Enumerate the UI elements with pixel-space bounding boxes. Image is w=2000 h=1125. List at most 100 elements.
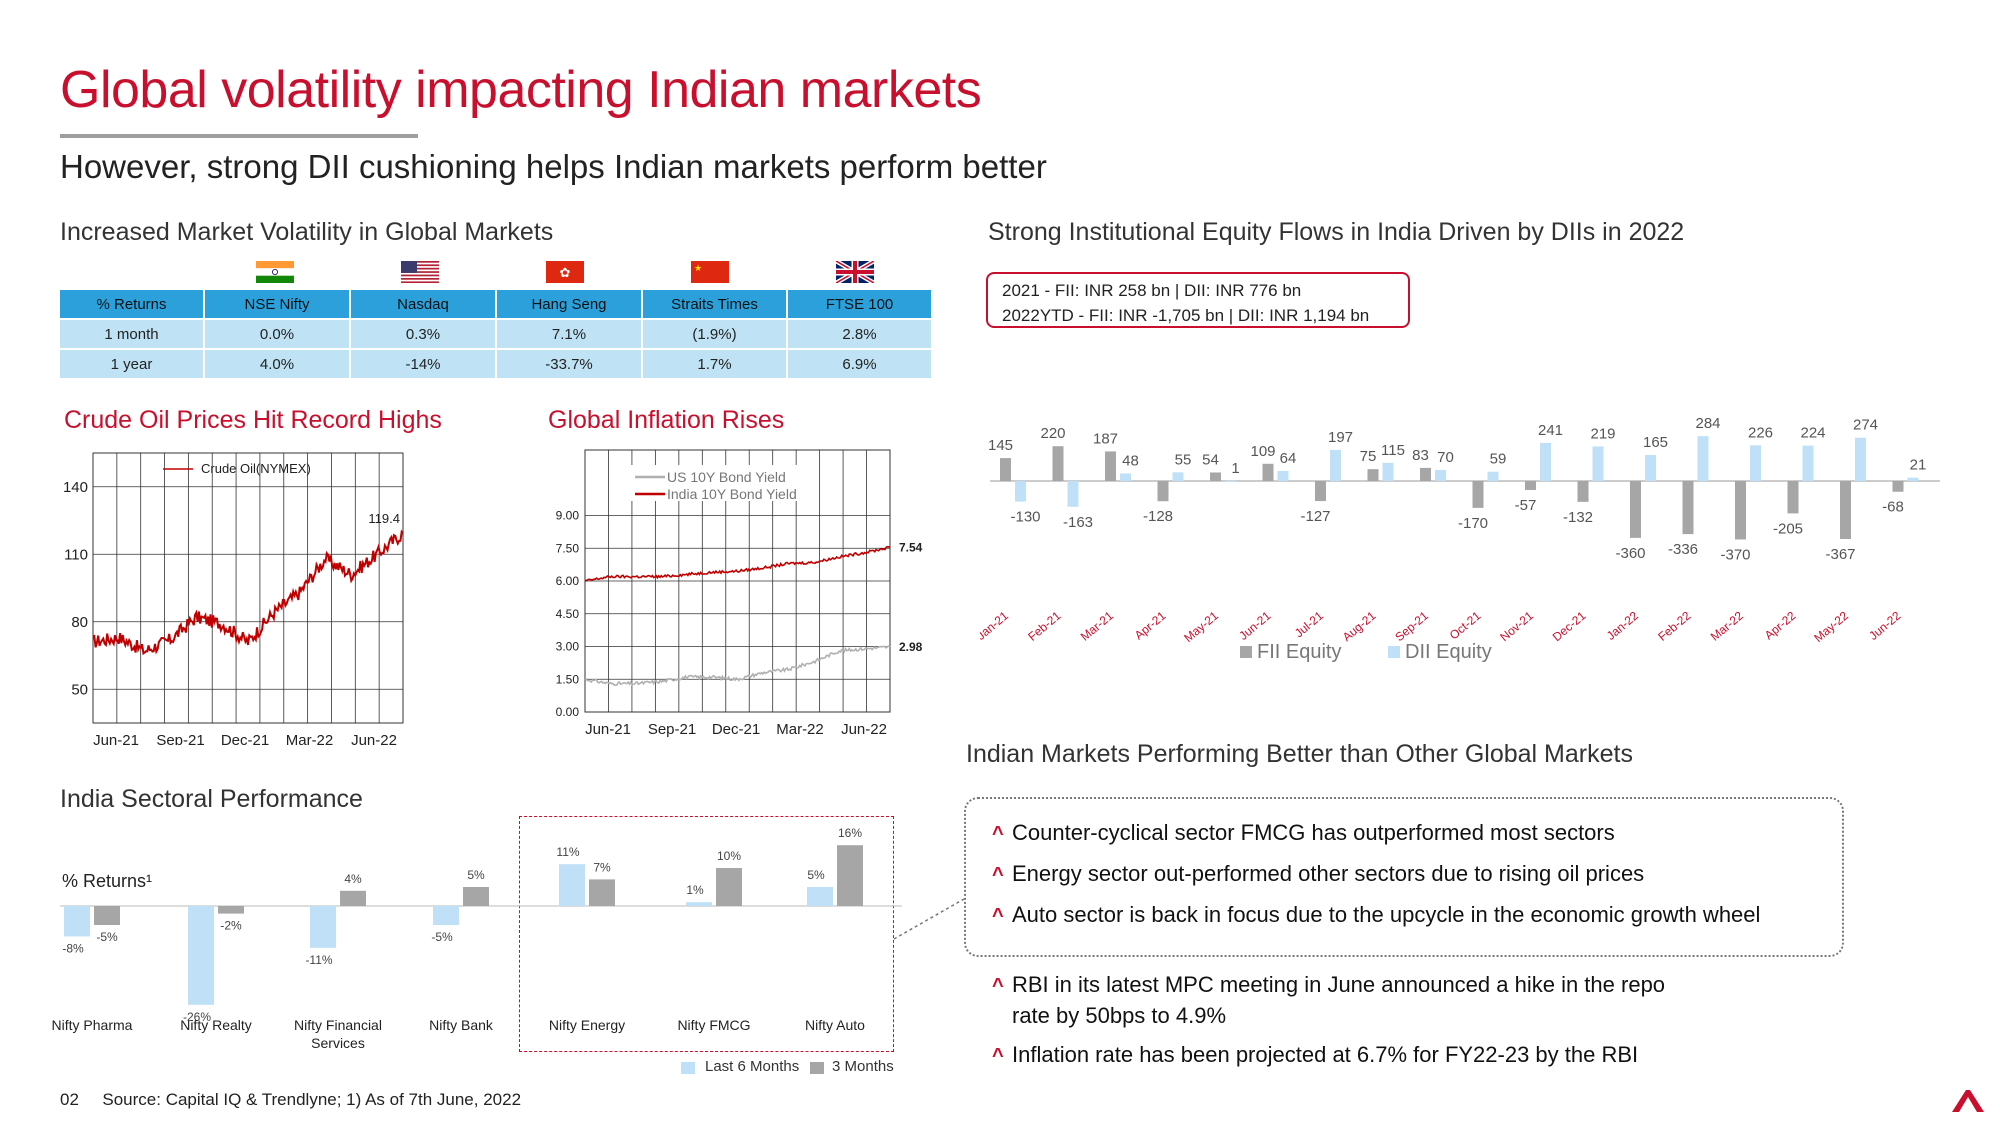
dii-bar [1172,472,1184,481]
bar-value-label: -336 [1668,541,1698,558]
bar-value-label: 7% [593,860,611,874]
legend-label: Crude Oil(NYMEX) [201,461,311,476]
caret-icon: ^ [992,905,1004,927]
dii-bar [1487,471,1499,481]
flows-summary-2022: 2022YTD - FII: INR -1,705 bn | DII: INR … [1002,306,1370,325]
legend-label-dii: DII Equity [1405,641,1492,663]
x-tick-label: Jun-22 [841,721,887,738]
x-tick-label: Aug-21 [1340,608,1379,644]
x-tick-label: Apr-21 [1132,608,1169,642]
uk-flag-icon [836,261,874,283]
table-cell: 1 month [58,318,205,350]
x-tick-label: Sep-21 [648,721,696,738]
caret-icon: ^ [992,823,1004,845]
col-header: Straits Times [641,288,788,320]
fii-bar [1682,481,1694,535]
table-cell: 7.1% [495,318,643,350]
x-tick-label: Sep-21 [156,732,204,745]
x-tick-label: Mar-22 [1708,608,1746,643]
x-tick-label: Jun-21 [1236,608,1273,643]
sectoral-performance-chart: % Returns¹ -8% -5% Nifty Pharma -26% -2% Nifty… [52,826,902,1051]
y-tick-label: 1.50 [556,672,580,686]
bar-value-label: 1% [686,883,704,897]
bullet-item: ^ Inflation rate has been projected at 6.… [992,1042,1639,1067]
highlight-box [519,816,894,1052]
bar-3-months [837,845,863,906]
us-yield-line [584,645,891,687]
sectoral-heading: India Sectoral Performance [60,785,363,813]
x-tick-label: Sep-21 [1392,608,1431,644]
x-tick-label: Jan-22 [1604,608,1641,643]
table-row: 1 year 4.0% -14% -33.7% 1.7% 6.9% [58,348,933,380]
india-yield-line [584,545,891,582]
bar-value-label: -367 [1825,546,1855,563]
fii-bar [1105,451,1116,481]
table-cell: 6.9% [786,348,933,380]
fii-bar [1787,481,1799,514]
svg-text:✿: ✿ [560,265,571,280]
bar-value-label: -163 [1063,514,1093,531]
caret-icon: ^ [992,864,1004,886]
table-cell: 0.0% [203,318,351,350]
bar-value-label: -128 [1143,508,1173,525]
svg-text:★: ★ [694,263,702,273]
bar-last-6-months [64,906,90,937]
plot-frame [92,452,404,724]
crude-oil-line [92,529,404,656]
bar-value-label: 109 [1250,443,1275,460]
table-cell: 1 year [58,348,205,380]
dii-bar [1277,470,1289,481]
table-cell: -33.7% [495,348,643,380]
markets-heading: Indian Markets Performing Better than Ot… [966,740,1633,768]
connector-line [893,898,965,940]
dii-bar [1855,437,1866,481]
bar-value-label: -11% [305,953,332,967]
bar-value-label: 220 [1040,425,1065,442]
fii-bar [1367,469,1379,481]
y-tick-label: 110 [64,546,88,563]
bar-value-label: 48 [1122,452,1139,469]
bar-value-label: -127 [1300,508,1330,525]
y-tick-label: 6.00 [556,574,580,588]
brand-logo-icon [1952,1090,1984,1112]
bar-value-label: 274 [1853,417,1878,434]
x-tick-label: Dec-21 [1550,608,1589,644]
fii-bar [1262,463,1274,481]
x-tick-label: Nifty Realty [180,1017,252,1033]
fii-bar [1630,481,1641,538]
x-tick-label: Apr-22 [1762,608,1799,642]
x-tick-label: Feb-21 [1025,608,1063,643]
bar-last-6-months [433,906,459,925]
returns-header-row: % Returns NSE Nifty Nasdaq Hang Seng Str… [58,288,933,320]
y-tick-label: 7.50 [556,541,580,555]
dii-bar [1645,454,1656,481]
table-cell: 0.3% [349,318,497,350]
bar-value-label: 1 [1231,460,1239,477]
bar-value-label: -5% [96,930,118,944]
table-cell: 1.7% [641,348,788,380]
y-tick-label: 0.00 [556,705,580,719]
bar-value-label: 5% [807,868,825,882]
y-tick-label: 140 [63,479,88,496]
x-tick-label: Nifty Financial [294,1017,382,1033]
legend-swatch-fii [1240,646,1252,658]
fii-bar [1000,458,1011,481]
x-tick-label: Feb-22 [1655,608,1693,643]
col-header: Hang Seng [495,288,643,320]
bar-last-6-months [686,902,712,906]
bar-value-label: 75 [1360,448,1377,465]
bar-last-6-months [807,887,833,906]
dii-bar [1225,480,1236,482]
table-cell: 4.0% [203,348,351,380]
china-flag-icon: ★ [691,261,729,283]
bar-value-label: -2% [220,919,242,933]
fii-bar [1157,481,1169,502]
legend-swatch-3m [810,1062,824,1074]
bullet-item: ^ Energy sector out-performed other secto… [992,861,1645,886]
bar-value-label: 197 [1328,429,1353,446]
x-tick-label: Jun-22 [1866,608,1903,643]
bar-value-label: 226 [1748,424,1773,441]
bar-value-label: 224 [1800,425,1825,442]
page-number: 02 [60,1090,79,1109]
